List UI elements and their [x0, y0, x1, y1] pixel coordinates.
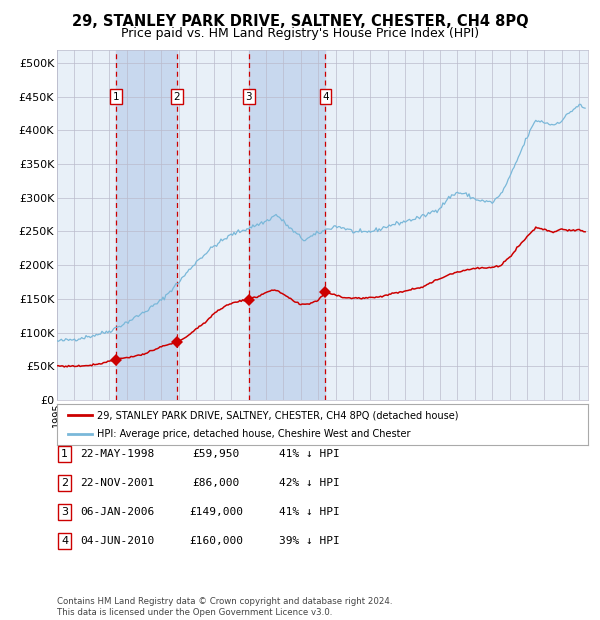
Text: Price paid vs. HM Land Registry's House Price Index (HPI): Price paid vs. HM Land Registry's House … — [121, 27, 479, 40]
Text: Contains HM Land Registry data © Crown copyright and database right 2024.
This d: Contains HM Land Registry data © Crown c… — [57, 598, 392, 617]
Text: 2: 2 — [61, 478, 68, 488]
Text: 29, STANLEY PARK DRIVE, SALTNEY, CHESTER, CH4 8PQ (detached house): 29, STANLEY PARK DRIVE, SALTNEY, CHESTER… — [97, 410, 458, 420]
Text: 2: 2 — [174, 92, 181, 102]
Bar — [249, 50, 325, 400]
Bar — [116, 50, 177, 400]
Text: 29, STANLEY PARK DRIVE, SALTNEY, CHESTER, CH4 8PQ: 29, STANLEY PARK DRIVE, SALTNEY, CHESTER… — [71, 14, 529, 29]
Text: 1: 1 — [113, 92, 119, 102]
Text: 41% ↓ HPI: 41% ↓ HPI — [278, 449, 340, 459]
Text: 39% ↓ HPI: 39% ↓ HPI — [278, 536, 340, 546]
Text: 41% ↓ HPI: 41% ↓ HPI — [278, 507, 340, 517]
Text: 42% ↓ HPI: 42% ↓ HPI — [278, 478, 340, 488]
Text: 3: 3 — [61, 507, 68, 517]
Text: £86,000: £86,000 — [193, 478, 239, 488]
Text: 4: 4 — [322, 92, 329, 102]
Text: 04-JUN-2010: 04-JUN-2010 — [80, 536, 154, 546]
Text: 1: 1 — [61, 449, 68, 459]
Text: 4: 4 — [61, 536, 68, 546]
Text: 22-MAY-1998: 22-MAY-1998 — [80, 449, 154, 459]
Text: 06-JAN-2006: 06-JAN-2006 — [80, 507, 154, 517]
Text: 22-NOV-2001: 22-NOV-2001 — [80, 478, 154, 488]
Text: HPI: Average price, detached house, Cheshire West and Chester: HPI: Average price, detached house, Ches… — [97, 428, 410, 439]
Text: £160,000: £160,000 — [189, 536, 243, 546]
Text: 3: 3 — [245, 92, 252, 102]
Text: £149,000: £149,000 — [189, 507, 243, 517]
Text: £59,950: £59,950 — [193, 449, 239, 459]
